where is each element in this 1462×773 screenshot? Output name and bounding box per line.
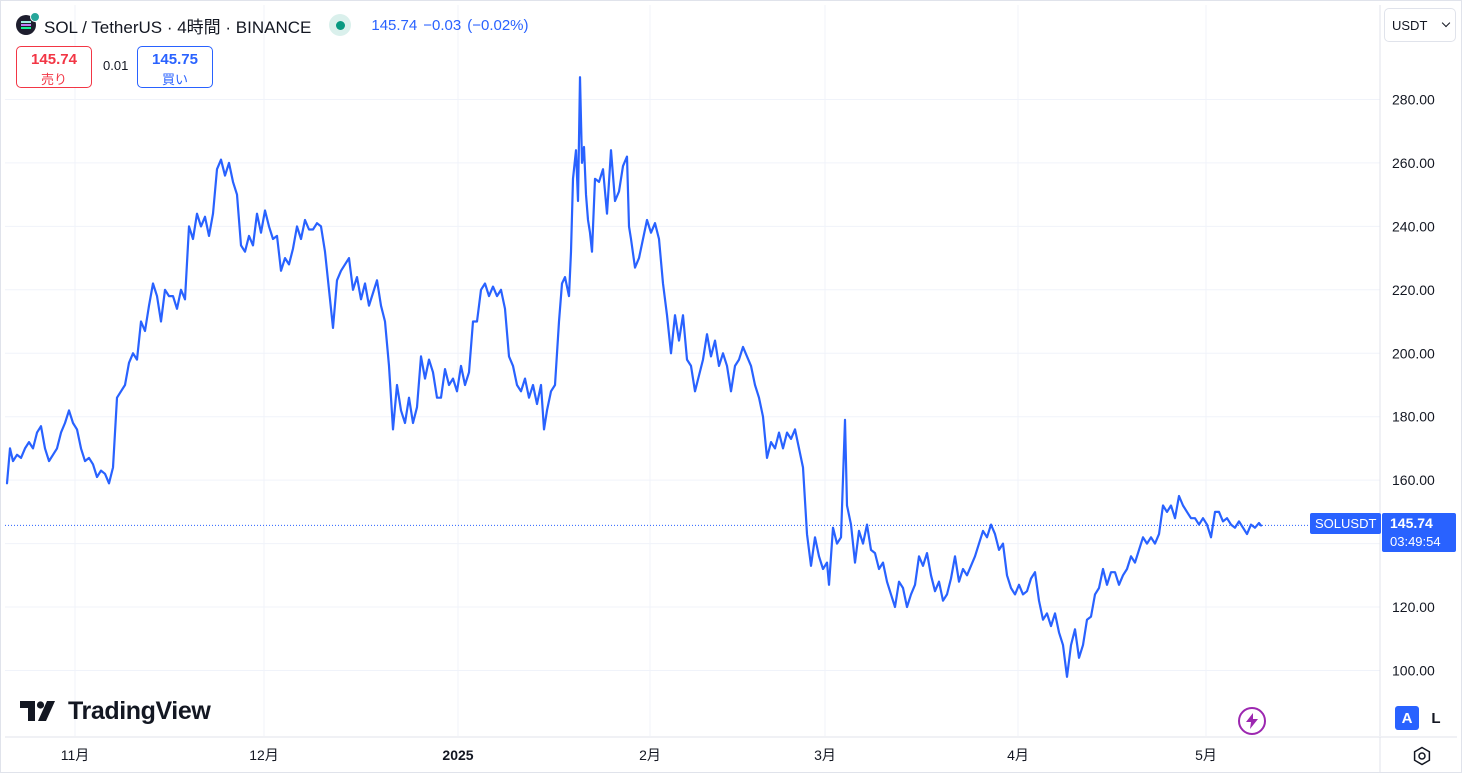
grid-lines <box>5 5 1380 736</box>
price-tick-label: 260.00 <box>1392 155 1435 171</box>
change-percent: (−0.02%) <box>467 16 529 34</box>
buy-button[interactable]: 145.75 買い <box>137 46 213 88</box>
currency-select[interactable]: USDT <box>1384 8 1456 42</box>
symbol-price-tag: SOLUSDT <box>1310 513 1382 534</box>
sell-price: 145.74 <box>31 51 77 68</box>
tradingview-logo[interactable]: TradingView <box>20 696 211 726</box>
price-axis[interactable]: 100.00120.00140.00160.00180.00200.00220.… <box>1392 91 1435 678</box>
price-tick-label: 180.00 <box>1392 409 1435 425</box>
time-tick-label: 4月 <box>1007 747 1029 763</box>
sell-button[interactable]: 145.74 売り <box>16 46 92 88</box>
price-tick-label: 160.00 <box>1392 472 1435 488</box>
last-value: 145.74 <box>371 16 418 34</box>
last-price-value: 145.74 <box>1390 515 1433 531</box>
time-tick-label: 3月 <box>814 747 836 763</box>
time-tick-label: 2025 <box>442 747 473 763</box>
lightning-icon[interactable] <box>1238 707 1266 735</box>
spread-value: 0.01 <box>103 58 129 73</box>
ohlc-values: 145.74 −0.03 (−0.02%) <box>371 17 534 34</box>
time-tick-label: 12月 <box>249 747 279 763</box>
currency-value: USDT <box>1392 17 1428 33</box>
bar-countdown: 03:49:54 <box>1390 534 1441 549</box>
price-tick-label: 200.00 <box>1392 345 1435 361</box>
time-axis[interactable]: 11月 12月 2025 2月 3月 4月 5月 <box>61 747 1217 763</box>
logo-wordmark: TradingView <box>68 696 211 725</box>
price-tick-label: 220.00 <box>1392 282 1435 298</box>
auto-scale-button[interactable]: A <box>1395 706 1419 730</box>
price-tick-label: 240.00 <box>1392 218 1435 234</box>
solana-icon[interactable] <box>16 12 40 35</box>
buy-price: 145.75 <box>152 51 198 68</box>
symbol-legend: SOL / TetherUS · 4時間 · BINANCE 145.74 −0.… <box>16 12 535 38</box>
price-tick-label: 120.00 <box>1392 599 1435 615</box>
time-tick-label: 2月 <box>639 747 661 763</box>
tradingview-logo-icon <box>20 701 55 721</box>
symbol-title[interactable]: SOL / TetherUS · 4時間 · BINANCE <box>44 17 312 37</box>
log-scale-button[interactable]: L <box>1431 709 1441 727</box>
last-price-tag: 145.74 03:49:54 <box>1382 513 1456 552</box>
price-tick-label: 280.00 <box>1392 91 1435 107</box>
time-tick-label: 5月 <box>1195 747 1217 763</box>
buy-label: 買い <box>161 72 188 87</box>
price-tick-label: 100.00 <box>1392 663 1435 679</box>
time-tick-label: 11月 <box>61 747 90 763</box>
price-series-line <box>5 76 1263 678</box>
chevron-down-icon <box>1441 18 1451 28</box>
market-status-icon[interactable] <box>329 14 352 36</box>
change-value: −0.03 <box>423 16 462 34</box>
settings-icon[interactable] <box>1410 744 1434 768</box>
sell-label: 売り <box>40 72 67 87</box>
